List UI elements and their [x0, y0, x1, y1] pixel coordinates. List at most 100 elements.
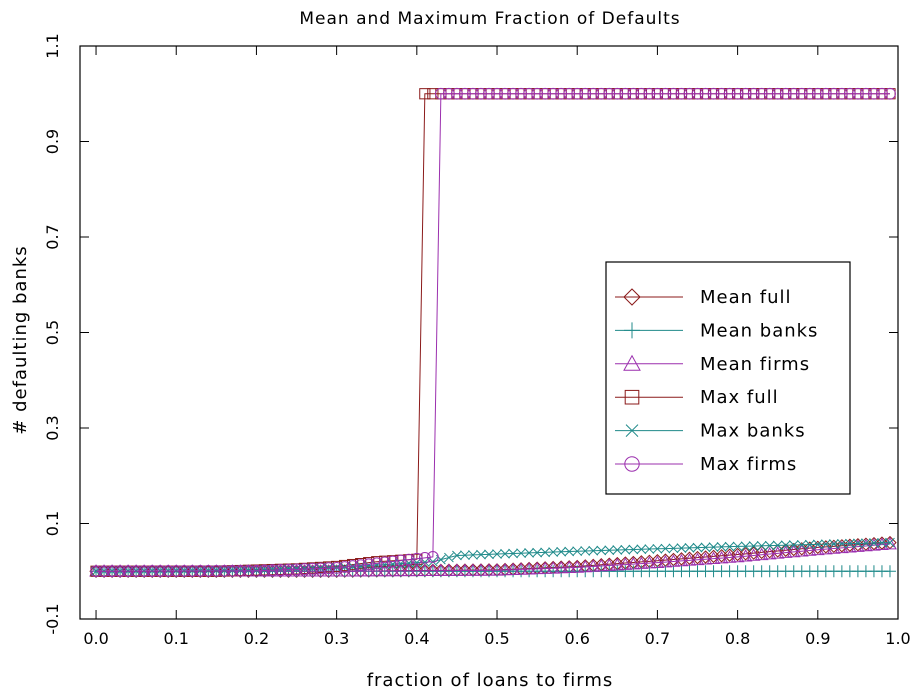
- data-point-circle: [771, 87, 784, 100]
- data-point-x: [652, 543, 663, 554]
- data-point-triangle: [426, 563, 440, 576]
- plot-area: 0.0 0.1 0.2 0.3 0.4 0.5 0.6 0.7 0.8 0.9 1.0 -0.1 0.1…: [43, 33, 911, 648]
- legend-label: Max full: [700, 387, 779, 408]
- data-point-circle: [250, 564, 263, 577]
- data-point-circle: [258, 564, 271, 577]
- data-point-x: [700, 542, 711, 553]
- data-point-triangle: [434, 563, 448, 576]
- data-point-x: [861, 538, 871, 549]
- data-point-circle: [426, 551, 439, 563]
- data-point-circle: [843, 87, 856, 100]
- data-point-x: [588, 545, 599, 556]
- x-tick-label: 0.9: [805, 629, 830, 648]
- data-point-circle: [234, 564, 247, 577]
- data-point-circle: [322, 562, 335, 575]
- data-point-triangle: [690, 552, 705, 566]
- data-point-circle: [306, 562, 319, 575]
- data-point-x: [732, 541, 743, 552]
- data-point-triangle: [498, 562, 512, 576]
- data-point-x: [869, 538, 879, 548]
- data-point-x: [556, 546, 567, 557]
- legend-item: Max full: [615, 387, 779, 408]
- x-tick-label: 0.5: [484, 629, 509, 648]
- data-point-triangle: [385, 563, 400, 577]
- data-point-square: [419, 88, 431, 100]
- data-point-triangle: [883, 537, 897, 550]
- data-point-x: [692, 542, 703, 553]
- x-tick-label: 0.2: [244, 629, 269, 648]
- data-point-triangle: [875, 537, 889, 550]
- data-point-x: [580, 546, 591, 556]
- data-point-x: [636, 544, 647, 555]
- data-point-x: [837, 538, 847, 549]
- data-point-circle: [106, 565, 118, 578]
- data-point-circle: [860, 87, 872, 100]
- data-point-circle: [146, 565, 159, 577]
- data-point-circle: [803, 87, 816, 100]
- data-point-x: [572, 546, 583, 557]
- data-point-square: [624, 389, 640, 405]
- data-point-circle: [515, 87, 527, 100]
- data-point-circle: [298, 563, 311, 575]
- data-point-triangle: [466, 563, 480, 576]
- data-point-circle: [876, 87, 888, 100]
- data-point-x: [820, 539, 831, 550]
- data-point-x: [476, 549, 486, 560]
- data-point-triangle: [530, 561, 544, 575]
- data-point-circle: [523, 87, 535, 100]
- data-point-circle: [114, 565, 126, 578]
- data-point-circle: [138, 565, 151, 578]
- data-point-circle: [483, 87, 495, 100]
- data-point-x: [564, 546, 575, 557]
- data-point-triangle: [786, 544, 801, 558]
- data-point-circle: [434, 87, 447, 100]
- data-point-triangle: [409, 563, 424, 577]
- data-point-circle: [747, 87, 760, 100]
- data-point-circle: [266, 564, 279, 577]
- data-point-circle: [571, 87, 584, 100]
- data-point-triangle: [506, 562, 520, 576]
- data-point-circle: [154, 565, 167, 577]
- data-point-triangle: [369, 563, 384, 577]
- data-point-triangle: [554, 560, 569, 574]
- data-point-circle: [202, 565, 215, 577]
- x-tick-label: 0.6: [564, 629, 589, 648]
- data-point-triangle: [578, 559, 593, 573]
- data-point-triangle: [826, 541, 841, 554]
- data-point-circle: [763, 87, 776, 100]
- data-point-triangle: [538, 561, 552, 574]
- data-point-triangle: [618, 557, 633, 570]
- data-point-circle: [402, 553, 415, 566]
- data-point-triangle: [754, 547, 769, 561]
- data-point-triangle: [490, 563, 504, 576]
- data-point-triangle: [442, 563, 456, 576]
- legend: Mean full Mean banks Mean firms Max full Max…: [605, 261, 851, 495]
- data-point-x: [620, 544, 631, 555]
- data-point-circle: [186, 565, 199, 577]
- data-point-circle: [555, 87, 568, 100]
- data-point-x: [708, 542, 719, 552]
- data-point-diamond: [623, 288, 641, 306]
- data-point-circle: [226, 564, 239, 577]
- data-point-circle: [739, 87, 752, 100]
- data-point-x: [596, 545, 607, 556]
- data-point-x: [748, 541, 759, 551]
- data-point-circle: [370, 557, 383, 570]
- data-point-triangle: [586, 559, 601, 572]
- data-point-triangle: [417, 563, 432, 577]
- data-point-triangle: [810, 542, 825, 556]
- data-point-x: [812, 539, 823, 550]
- data-point-x: [540, 547, 550, 558]
- data-point-x: [508, 548, 518, 559]
- data-point-triangle: [482, 563, 496, 576]
- data-point-x: [604, 545, 615, 556]
- data-point-circle: [547, 87, 560, 100]
- y-tick-label: -0.1: [43, 603, 62, 634]
- data-point-triangle: [594, 558, 609, 572]
- x-tick-label: 0.3: [324, 629, 349, 648]
- data-point-x: [612, 545, 623, 555]
- data-point-x: [788, 540, 799, 550]
- data-point-circle: [884, 87, 896, 100]
- data-point-circle: [715, 87, 728, 100]
- data-point-triangle: [658, 555, 673, 568]
